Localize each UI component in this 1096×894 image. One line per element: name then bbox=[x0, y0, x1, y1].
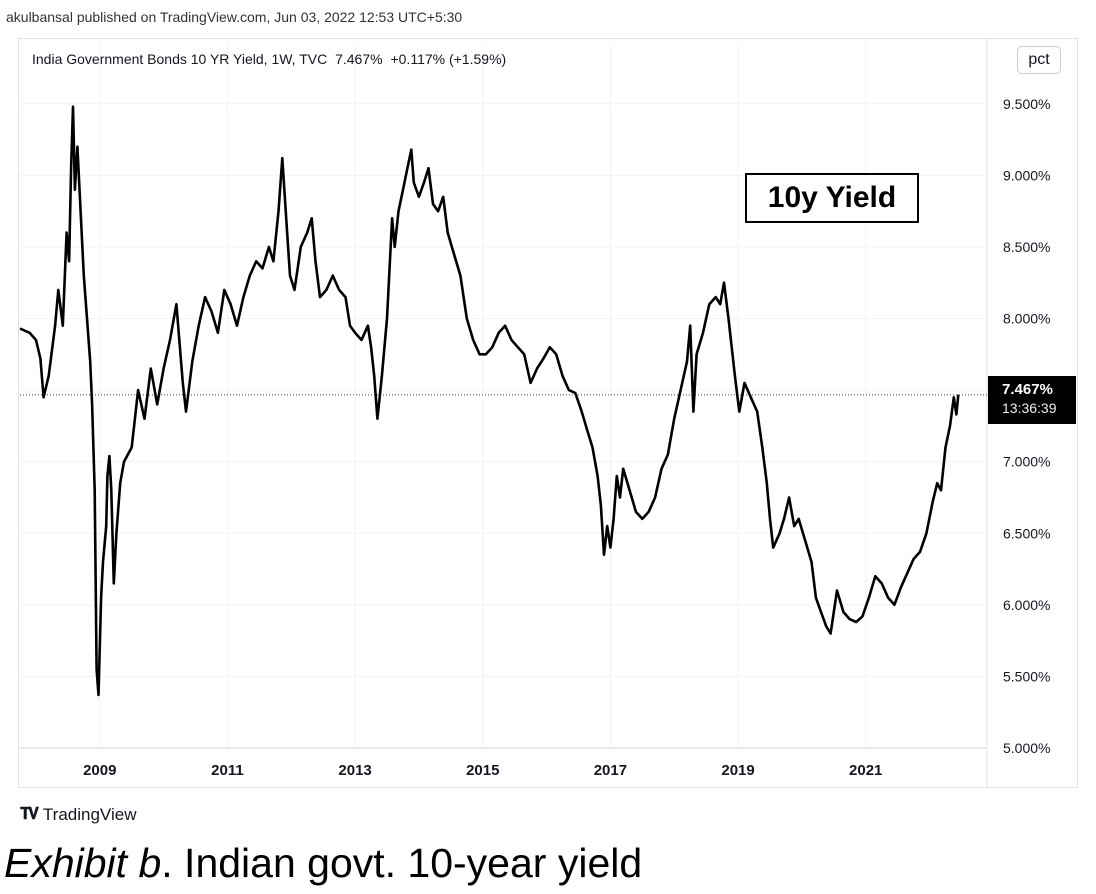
x-tick-label: 2011 bbox=[211, 762, 244, 779]
yield-line bbox=[19, 105, 960, 697]
tradingview-logo[interactable]: 𝐓𝐕 TradingView bbox=[20, 805, 136, 825]
y-tick-label: 7.000% bbox=[1003, 454, 1050, 470]
y-tick-label: 6.000% bbox=[1003, 597, 1050, 613]
y-tick-label: 6.500% bbox=[1003, 525, 1050, 541]
y-tick-label: 8.500% bbox=[1003, 239, 1050, 255]
tradingview-logo-text: TradingView bbox=[42, 805, 137, 824]
chart-panel bbox=[18, 38, 1078, 788]
legend-last-value: 7.467% bbox=[335, 51, 383, 67]
legend-symbol: India Government Bonds 10 YR Yield, 1W, … bbox=[32, 51, 328, 67]
chart-legend: India Government Bonds 10 YR Yield, 1W, … bbox=[32, 51, 510, 67]
unit-button[interactable]: pct bbox=[1017, 46, 1061, 74]
chart-annotation: 10y Yield bbox=[745, 173, 919, 223]
y-tick-label: 5.500% bbox=[1003, 668, 1050, 684]
x-tick-label: 2021 bbox=[849, 762, 882, 779]
last-price-value: 7.467% bbox=[1002, 381, 1053, 398]
caption-italic: Exhibit b bbox=[4, 840, 162, 886]
x-tick-label: 2017 bbox=[594, 762, 627, 779]
y-tick-label: 8.000% bbox=[1003, 311, 1050, 327]
figure-caption: Exhibit b. Indian govt. 10-year yield bbox=[4, 840, 642, 887]
y-tick-label: 9.000% bbox=[1003, 167, 1050, 183]
x-tick-label: 2013 bbox=[338, 762, 371, 779]
x-tick-label: 2015 bbox=[466, 762, 499, 779]
tradingview-logo-icon: 𝐓𝐕 bbox=[20, 806, 39, 823]
bar-countdown: 13:36:39 bbox=[1002, 400, 1057, 416]
x-tick-label: 2009 bbox=[83, 762, 116, 779]
legend-change: +0.117% (+1.59%) bbox=[390, 51, 507, 67]
caption-rest: . Indian govt. 10-year yield bbox=[161, 840, 643, 886]
y-tick-label: 9.500% bbox=[1003, 96, 1050, 112]
publisher-line: akulbansal published on TradingView.com,… bbox=[6, 9, 463, 25]
last-price-label: 7.467% 13:36:39 bbox=[988, 376, 1076, 424]
y-tick-label: 5.000% bbox=[1003, 740, 1050, 756]
x-tick-label: 2019 bbox=[721, 762, 754, 779]
